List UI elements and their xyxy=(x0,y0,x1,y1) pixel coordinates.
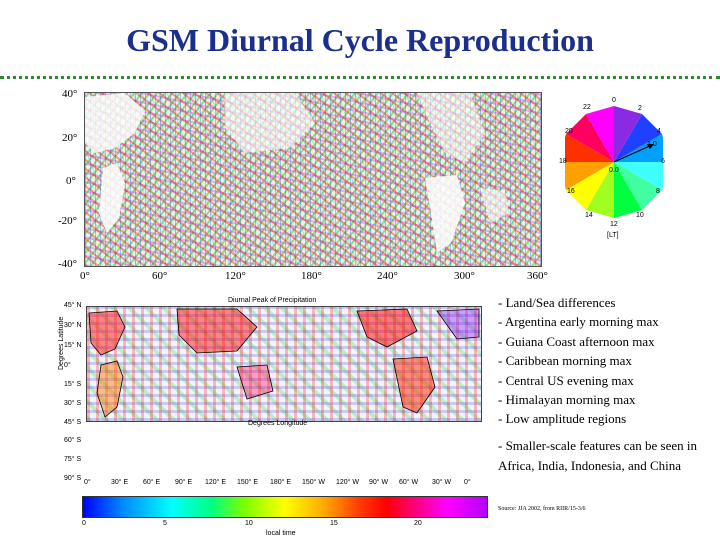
upper-x-tick: 120° xyxy=(225,270,246,282)
lower-x-axis-label: Degrees Longitude xyxy=(248,420,308,427)
upper-x-tick: 300° xyxy=(454,270,475,282)
lower-lat-tick: 15° N xyxy=(64,342,82,349)
lower-lat-tick: 45° N xyxy=(64,302,82,309)
lower-lon-tick: 120° E xyxy=(205,479,227,486)
local-time-colorbar xyxy=(82,496,488,518)
wheel-hour-label: 18 xyxy=(559,158,567,165)
lower-lon-tick: 30° E xyxy=(111,479,129,486)
lower-lon-tick: 60° E xyxy=(143,479,161,486)
lower-lon-tick: 0° xyxy=(84,479,91,486)
wheel-hour-label: 8 xyxy=(656,188,660,195)
wheel-hour-label: 0 xyxy=(612,97,616,104)
source-note: Source: JJA 2002, from RIIR/15-3/6 xyxy=(498,506,586,512)
phase-wheel-graphic xyxy=(565,106,663,218)
bullet-item: - Guiana Coast afternoon max xyxy=(498,333,655,349)
wheel-hour-label: 10 xyxy=(636,212,644,219)
lower-lon-tick: 90° W xyxy=(369,479,389,486)
lower-lat-tick: 90° S xyxy=(64,475,82,482)
colorbar-tick: 20 xyxy=(414,520,422,527)
bullet-item: - Caribbean morning max xyxy=(498,353,632,369)
wheel-hour-label: 22 xyxy=(583,104,591,111)
colorbar-tick: 0 xyxy=(82,520,86,527)
lower-lon-tick: 120° W xyxy=(336,479,360,486)
upper-y-tick: 20° xyxy=(62,132,78,144)
lower-lon-tick: 150° E xyxy=(237,479,259,486)
upper-diurnal-map xyxy=(84,92,542,267)
lower-diurnal-map xyxy=(86,306,482,422)
lower-lon-tick: 0° xyxy=(464,479,471,486)
upper-x-tick: 0° xyxy=(80,270,90,282)
lower-lat-tick: 0° xyxy=(64,362,71,369)
dotted-divider xyxy=(0,76,720,79)
lower-lon-tick: 30° W xyxy=(432,479,452,486)
wheel-hour-label: 16 xyxy=(567,188,575,195)
lower-map-title: Diurnal Peak of Precipitation xyxy=(228,297,317,304)
upper-x-tick: 240° xyxy=(377,270,398,282)
lower-lat-tick: 75° S xyxy=(64,456,82,463)
lower-lon-tick: 180° E xyxy=(270,479,292,486)
bullet-item: - Himalayan morning max xyxy=(498,392,636,408)
upper-x-tick: 180° xyxy=(301,270,322,282)
wheel-hour-label: 14 xyxy=(585,212,593,219)
lower-lat-tick: 30° S xyxy=(64,400,82,407)
lower-lon-tick: 150° W xyxy=(302,479,326,486)
bullet-item: - Low amplitude regions xyxy=(498,411,627,427)
upper-x-tick: 60° xyxy=(152,270,168,282)
colorbar-label: local time xyxy=(266,530,296,537)
lower-lat-tick: 60° S xyxy=(64,437,82,444)
bullet-list: - Land/Sea differences - Argentina early… xyxy=(498,293,713,429)
wheel-hour-label: 20 xyxy=(565,128,573,135)
lower-lat-tick: 45° S xyxy=(64,419,82,426)
bullet-item: - Argentina early morning max xyxy=(498,314,659,330)
lower-lon-tick: 60° W xyxy=(399,479,419,486)
wheel-vector-label: 1.0 xyxy=(647,141,657,148)
wheel-unit-label: [LT] xyxy=(607,232,619,239)
colorbar-tick: 10 xyxy=(245,520,253,527)
wheel-hour-label: 6 xyxy=(661,158,665,165)
upper-y-tick: -20° xyxy=(58,215,78,227)
lower-lon-tick: 90° E xyxy=(175,479,193,486)
lower-map-coastlines xyxy=(88,308,480,418)
colorbar-tick: 5 xyxy=(163,520,167,527)
wheel-hour-label: 12 xyxy=(610,221,618,228)
lower-lat-tick: 15° S xyxy=(64,381,82,388)
wheel-hour-label: 4 xyxy=(657,128,661,135)
upper-map-land xyxy=(85,93,509,253)
upper-y-tick: -40° xyxy=(58,258,78,270)
bullet-item: - Land/Sea differences xyxy=(498,295,616,310)
upper-y-tick: 0° xyxy=(66,175,76,187)
colorbar-tick: 15 xyxy=(330,520,338,527)
smaller-features-note: - Smaller-scale features can be seen in … xyxy=(498,438,697,473)
lower-lat-tick: 30° N xyxy=(64,322,82,329)
wheel-hour-label: 2 xyxy=(638,105,642,112)
wheel-center-label: 0.0 xyxy=(609,167,619,174)
diurnal-phase-wheel: 0 2 4 6 8 10 12 14 16 18 20 22 0.0 1.0 [… xyxy=(559,97,665,245)
upper-y-tick: 40° xyxy=(62,88,78,100)
bullet-item: - Central US evening max xyxy=(498,372,634,388)
slide-title: GSM Diurnal Cycle Reproduction xyxy=(126,22,594,58)
upper-x-tick: 360° xyxy=(527,270,548,282)
